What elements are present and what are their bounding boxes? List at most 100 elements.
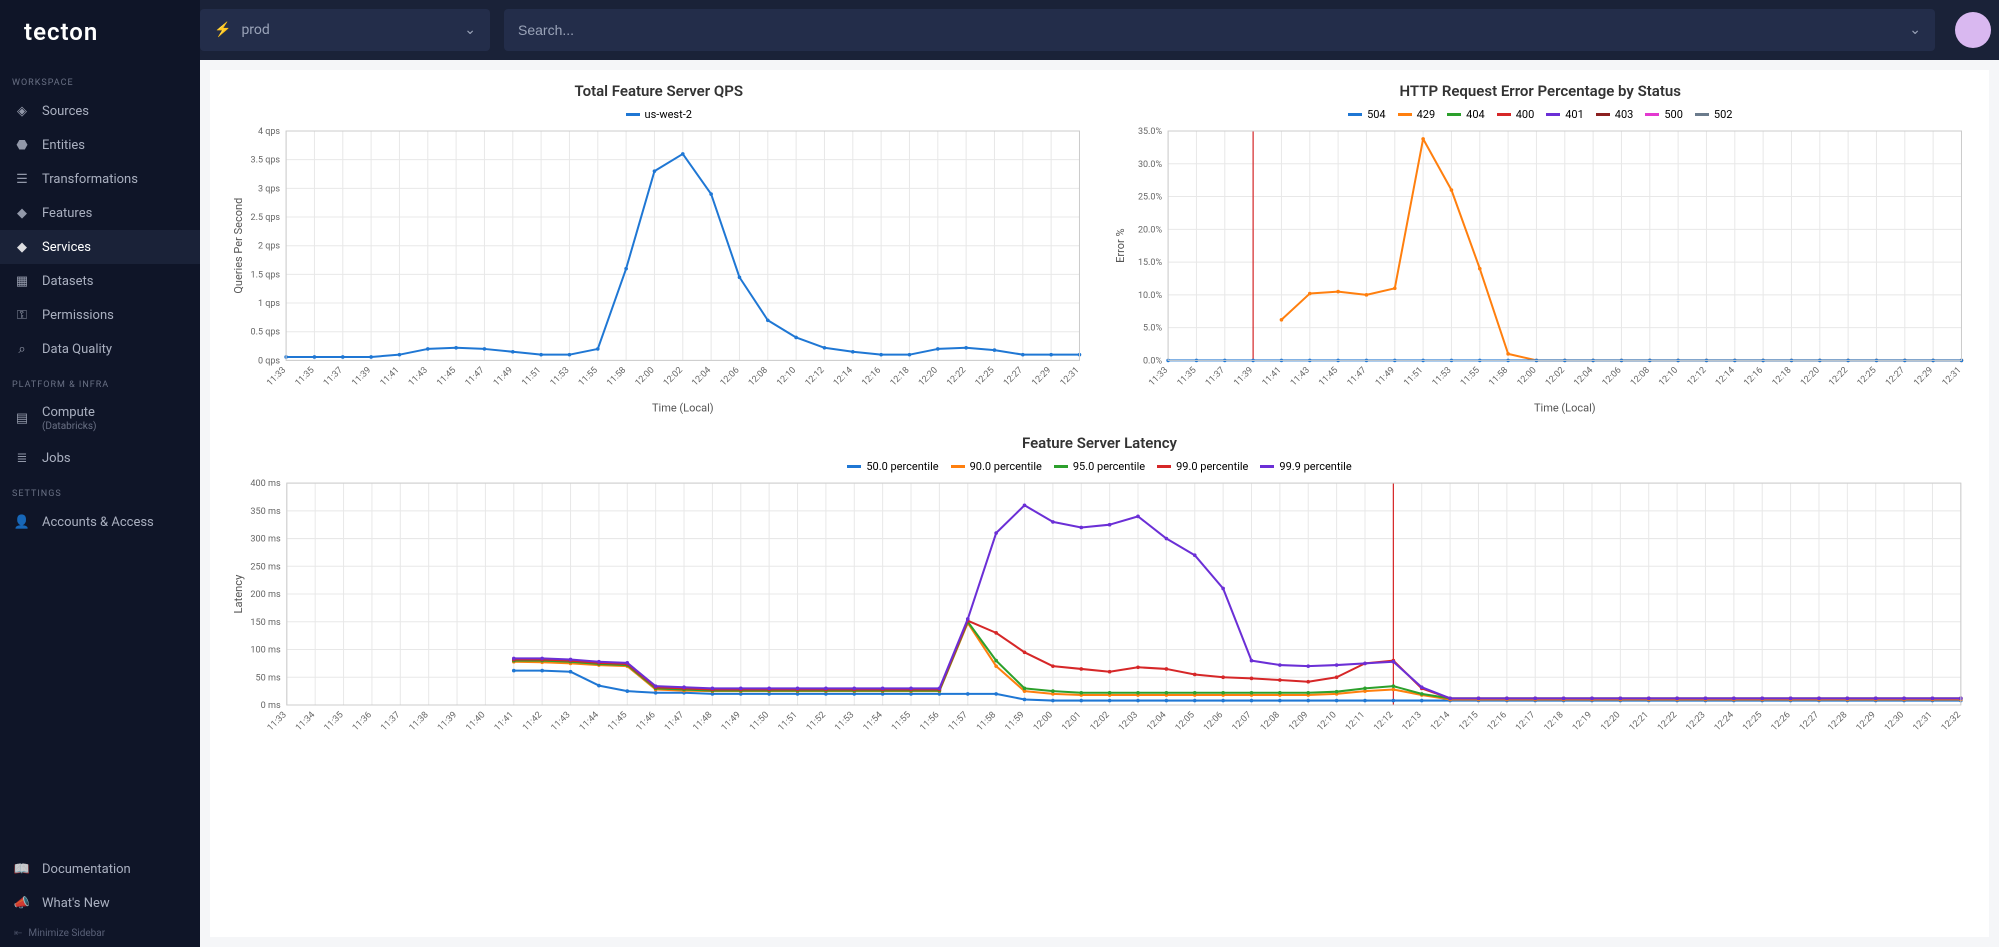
sidebar-item-services[interactable]: ◆Services bbox=[0, 230, 200, 264]
svg-text:11:50: 11:50 bbox=[748, 710, 771, 733]
svg-text:12:22: 12:22 bbox=[1656, 710, 1679, 733]
sidebar-item-label: Permissions bbox=[42, 308, 114, 323]
svg-text:12:14: 12:14 bbox=[1429, 710, 1452, 733]
legend-item: 500 bbox=[1645, 108, 1683, 121]
legend-label: 504 bbox=[1367, 108, 1386, 121]
svg-text:12:05: 12:05 bbox=[1174, 710, 1197, 733]
chart-qps: Total Feature Server QPS us-west-2 0 qps… bbox=[228, 82, 1090, 416]
svg-text:12:29: 12:29 bbox=[1912, 365, 1935, 388]
cube-icon: ⬣ bbox=[14, 137, 30, 153]
sidebar-item-label: Accounts & Access bbox=[42, 515, 154, 530]
svg-text:11:41: 11:41 bbox=[493, 710, 516, 733]
bolt-icon: ⚡ bbox=[214, 22, 231, 38]
svg-text:11:54: 11:54 bbox=[862, 710, 885, 733]
svg-text:11:43: 11:43 bbox=[407, 365, 430, 388]
svg-text:12:31: 12:31 bbox=[1059, 365, 1082, 388]
svg-text:12:22: 12:22 bbox=[1827, 365, 1850, 388]
svg-text:11:58: 11:58 bbox=[1487, 365, 1510, 388]
svg-text:12:16: 12:16 bbox=[1742, 365, 1765, 388]
legend-label: 404 bbox=[1466, 108, 1485, 121]
svg-text:12:18: 12:18 bbox=[1543, 710, 1566, 733]
chart-legend: us-west-2 bbox=[228, 106, 1090, 121]
svg-text:12:08: 12:08 bbox=[1259, 710, 1282, 733]
svg-text:20.0%: 20.0% bbox=[1137, 225, 1162, 235]
sidebar-item-what-s-new[interactable]: 📣What's New bbox=[0, 886, 200, 920]
svg-text:11:55: 11:55 bbox=[577, 365, 600, 388]
svg-text:11:53: 11:53 bbox=[833, 710, 856, 733]
svg-text:11:57: 11:57 bbox=[947, 710, 970, 733]
svg-text:12:00: 12:00 bbox=[1032, 710, 1055, 733]
sidebar-item-documentation[interactable]: 📖Documentation bbox=[0, 852, 200, 886]
book-icon: 📖 bbox=[14, 861, 30, 877]
sidebar-item-permissions[interactable]: ⚿ Permissions bbox=[0, 298, 200, 332]
diamond-icon: ◈ bbox=[14, 103, 30, 119]
env-selector[interactable]: ⚡ prod ⌄ bbox=[200, 9, 490, 51]
sidebar-item-accounts-access[interactable]: 👤Accounts & Access bbox=[0, 505, 200, 539]
svg-text:12:00: 12:00 bbox=[634, 365, 657, 388]
legend-swatch bbox=[1497, 113, 1511, 116]
svg-text:2 qps: 2 qps bbox=[258, 242, 280, 252]
legend-swatch bbox=[626, 113, 640, 116]
svg-text:12:27: 12:27 bbox=[1002, 365, 1025, 388]
svg-text:12:23: 12:23 bbox=[1684, 710, 1707, 733]
svg-text:12:11: 12:11 bbox=[1344, 710, 1367, 733]
sidebar-item-compute[interactable]: ▤Compute(Databricks) bbox=[0, 396, 200, 441]
svg-text:12:12: 12:12 bbox=[1685, 365, 1708, 388]
svg-text:12:31: 12:31 bbox=[1940, 365, 1963, 388]
sidebar-item-entities[interactable]: ⬣Entities bbox=[0, 128, 200, 162]
chart-latency: Feature Server Latency 50.0 percentile90… bbox=[228, 434, 1971, 761]
legend-item: 99.9 percentile bbox=[1260, 460, 1351, 473]
legend-swatch bbox=[951, 465, 965, 468]
svg-text:Error %: Error % bbox=[1114, 229, 1127, 263]
legend-label: 95.0 percentile bbox=[1073, 460, 1145, 473]
minimize-sidebar[interactable]: ⇤Minimize Sidebar bbox=[0, 920, 200, 947]
legend-item: 50.0 percentile bbox=[847, 460, 938, 473]
svg-text:12:04: 12:04 bbox=[1145, 710, 1168, 733]
svg-text:50 ms: 50 ms bbox=[256, 673, 281, 683]
sidebar-item-jobs[interactable]: ≣Jobs bbox=[0, 441, 200, 475]
svg-text:11:35: 11:35 bbox=[323, 710, 346, 733]
sidebar-item-sublabel: (Databricks) bbox=[42, 421, 97, 432]
svg-text:11:53: 11:53 bbox=[1430, 365, 1453, 388]
sidebar-item-sources[interactable]: ◈Sources bbox=[0, 94, 200, 128]
svg-text:12:30: 12:30 bbox=[1883, 710, 1906, 733]
sidebar-item-features[interactable]: ◆Features bbox=[0, 196, 200, 230]
svg-text:11:39: 11:39 bbox=[1232, 365, 1255, 388]
search-bar[interactable]: ⌄ bbox=[504, 9, 1935, 51]
search-input[interactable] bbox=[518, 22, 1899, 38]
sidebar-item-transformations[interactable]: ☰Transformations bbox=[0, 162, 200, 196]
legend-swatch bbox=[1695, 113, 1709, 116]
chart-legend: 50.0 percentile90.0 percentile95.0 perce… bbox=[228, 458, 1971, 473]
svg-text:11:39: 11:39 bbox=[350, 365, 373, 388]
legend-label: 50.0 percentile bbox=[866, 460, 938, 473]
svg-text:12:29: 12:29 bbox=[1855, 710, 1878, 733]
sidebar-item-label: Jobs bbox=[42, 451, 71, 466]
svg-text:11:37: 11:37 bbox=[322, 365, 345, 388]
svg-text:11:49: 11:49 bbox=[720, 710, 743, 733]
svg-text:11:56: 11:56 bbox=[918, 710, 941, 733]
svg-text:12:20: 12:20 bbox=[1798, 365, 1821, 388]
grid-icon: ▦ bbox=[14, 273, 30, 289]
chevron-down-icon: ⌄ bbox=[1909, 22, 1921, 38]
svg-text:11:58: 11:58 bbox=[975, 710, 998, 733]
svg-text:11:49: 11:49 bbox=[1373, 365, 1396, 388]
svg-text:11:38: 11:38 bbox=[408, 710, 431, 733]
brand-logo: tecton bbox=[0, 0, 200, 64]
legend-label: 99.9 percentile bbox=[1279, 460, 1351, 473]
avatar[interactable] bbox=[1955, 12, 1991, 48]
svg-text:11:40: 11:40 bbox=[464, 710, 487, 733]
svg-text:1.5 qps: 1.5 qps bbox=[251, 270, 281, 280]
svg-text:12:27: 12:27 bbox=[1798, 710, 1821, 733]
sidebar-item-datasets[interactable]: ▦Datasets bbox=[0, 264, 200, 298]
sidebar-item-data-quality[interactable]: ⌕Data Quality bbox=[0, 332, 200, 366]
svg-text:11:36: 11:36 bbox=[351, 710, 374, 733]
legend-label: 400 bbox=[1516, 108, 1535, 121]
legend-swatch bbox=[1546, 113, 1560, 116]
chart-svg: 0.0%5.0%10.0%15.0%20.0%25.0%30.0%35.0%11… bbox=[1110, 125, 1972, 416]
key-icon: ⚿ bbox=[14, 307, 30, 323]
legend-swatch bbox=[1447, 113, 1461, 116]
svg-text:0.5 qps: 0.5 qps bbox=[251, 328, 281, 338]
svg-text:11:33: 11:33 bbox=[265, 365, 288, 388]
megaphone-icon: 📣 bbox=[14, 895, 30, 911]
svg-text:12:29: 12:29 bbox=[1030, 365, 1053, 388]
